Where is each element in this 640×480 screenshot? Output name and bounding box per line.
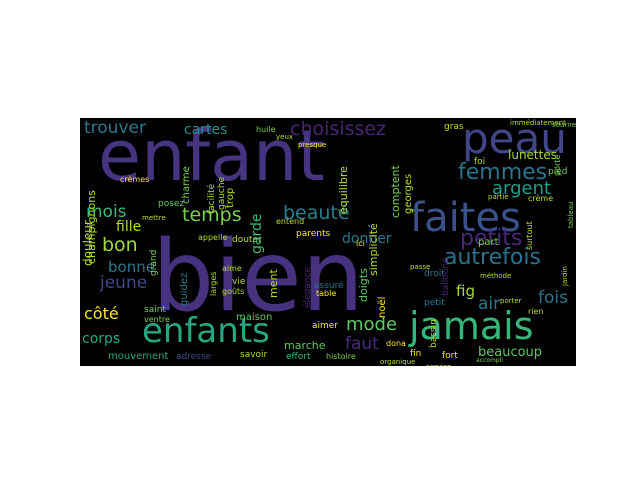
word-corps: corps — [82, 331, 121, 347]
word-balloune: balloune — [441, 257, 451, 296]
word-douleur: douleur — [81, 220, 95, 266]
word-dona: dona — [386, 339, 406, 348]
word-histoire: histoire — [326, 352, 356, 361]
word-methode: méthode — [480, 272, 512, 280]
word-cote: côté — [84, 304, 119, 323]
word-posez: posez — [158, 199, 185, 209]
word-beaute: beauté — [283, 202, 350, 224]
word-aimer: aimer — [312, 321, 339, 331]
word-larges: larges — [209, 271, 218, 296]
word-cremes: crèmes — [120, 175, 150, 184]
word-beaucoup: beaucoup — [478, 345, 543, 360]
word-creme: crème — [528, 194, 554, 203]
word-petit: petit — [424, 298, 445, 308]
word-air: air — [478, 294, 501, 314]
word-aime: aime — [222, 264, 242, 273]
word-bonne: bonne — [108, 258, 155, 276]
word-rien: rien — [528, 307, 544, 316]
word-part: part — [478, 237, 499, 248]
word-entend: entend — [276, 217, 305, 226]
word-passe: passe — [410, 263, 431, 271]
word-temps: temps — [182, 204, 242, 226]
word-trop: trop — [225, 187, 236, 208]
word-vie: vie — [232, 277, 246, 287]
word-bien: bien — [152, 220, 364, 334]
word-lunettes: lunettes — [508, 148, 557, 162]
word-ventre: ventre — [144, 315, 170, 324]
word-noel: noël — [377, 296, 388, 318]
word-comptent: comptent — [389, 165, 402, 218]
word-autrefois: autrefois — [444, 245, 541, 270]
word-effort: effort — [286, 352, 311, 362]
word-accompli: accompli — [476, 357, 503, 364]
word-bassin: bassin — [429, 319, 439, 348]
word-foi: foi — [474, 157, 486, 167]
word-enfants: enfants — [142, 311, 270, 351]
word-jardin: jardin — [561, 266, 569, 286]
word-mode: mode — [346, 314, 398, 335]
word-doigts: doigts — [357, 268, 370, 302]
word-droit: droit — [424, 269, 445, 279]
word-marche: marche — [284, 339, 326, 352]
word-fort: fort — [442, 351, 458, 361]
word-porte: porte — [553, 154, 562, 176]
word-maison: maison — [236, 312, 273, 323]
word-service: service — [426, 364, 451, 367]
word-appelle: appelle — [198, 233, 228, 242]
word-peau: peau — [462, 118, 567, 163]
word-partie: partie — [488, 193, 509, 201]
word-mouvement: mouvement — [108, 351, 169, 362]
word-guidez: guidez — [179, 272, 190, 306]
word-douter: douter — [232, 235, 262, 245]
word-trouver: trouver — [84, 118, 146, 138]
word-argent: argent — [492, 178, 552, 199]
word-porter: porter — [500, 297, 522, 305]
word-donner: donner — [342, 231, 392, 247]
word-mettre: mettre — [142, 214, 166, 222]
word-garde: garde — [249, 213, 265, 254]
word-surtout: surtout — [525, 221, 534, 250]
word-facilite: facilité — [207, 183, 217, 214]
word-sourire: sourire — [552, 121, 576, 129]
word-grand: grand — [149, 249, 159, 276]
word-yeux: yeux — [276, 133, 294, 141]
word-fille: fille — [116, 219, 142, 235]
word-gauche: gauche — [217, 176, 227, 210]
word-bon: bon — [102, 234, 138, 256]
word-saint: saint — [144, 305, 166, 315]
word-fin: fin — [410, 349, 422, 359]
word-huile: huile — [256, 125, 276, 134]
word-equilibre: équilibre — [337, 166, 350, 214]
word-charme: charme — [181, 166, 192, 204]
word-femmes: femmes — [458, 160, 548, 185]
word-jamais: jamais — [409, 304, 534, 348]
word-pied: pied — [548, 167, 568, 177]
word-georges: georges — [403, 173, 414, 214]
word-ici: ici — [356, 239, 365, 248]
word-cartes: cartes — [184, 122, 228, 138]
word-fig: fig — [456, 282, 475, 300]
word-petits: petits — [460, 226, 523, 251]
word-enfant: enfant — [98, 118, 325, 197]
word-cloud: enfant bien peau faites enfants jamais f… — [80, 118, 576, 366]
word-immediatement: immédiatement — [510, 119, 566, 127]
word-fois: fois — [538, 288, 568, 308]
word-savoir: savoir — [240, 350, 268, 360]
word-ment: ment — [267, 269, 280, 298]
word-faites: faites — [410, 195, 521, 241]
word-parents: parents — [296, 229, 331, 239]
word-elegance: élégance — [303, 267, 313, 308]
word-jeune: jeune — [100, 273, 148, 293]
word-adresse: adresse — [176, 352, 212, 362]
word-table: table — [316, 289, 337, 298]
word-choisissez: choisissez — [290, 118, 387, 140]
word-organique: organique — [380, 358, 416, 366]
word-gras: gras — [444, 122, 464, 132]
word-mois: mois — [86, 202, 127, 222]
word-assure: assuré — [314, 281, 344, 291]
word-gouts: goûts — [222, 287, 245, 296]
word-tableau: tableau — [567, 201, 575, 228]
word-presque: presque — [298, 141, 327, 149]
word-faut: faut — [345, 334, 379, 354]
